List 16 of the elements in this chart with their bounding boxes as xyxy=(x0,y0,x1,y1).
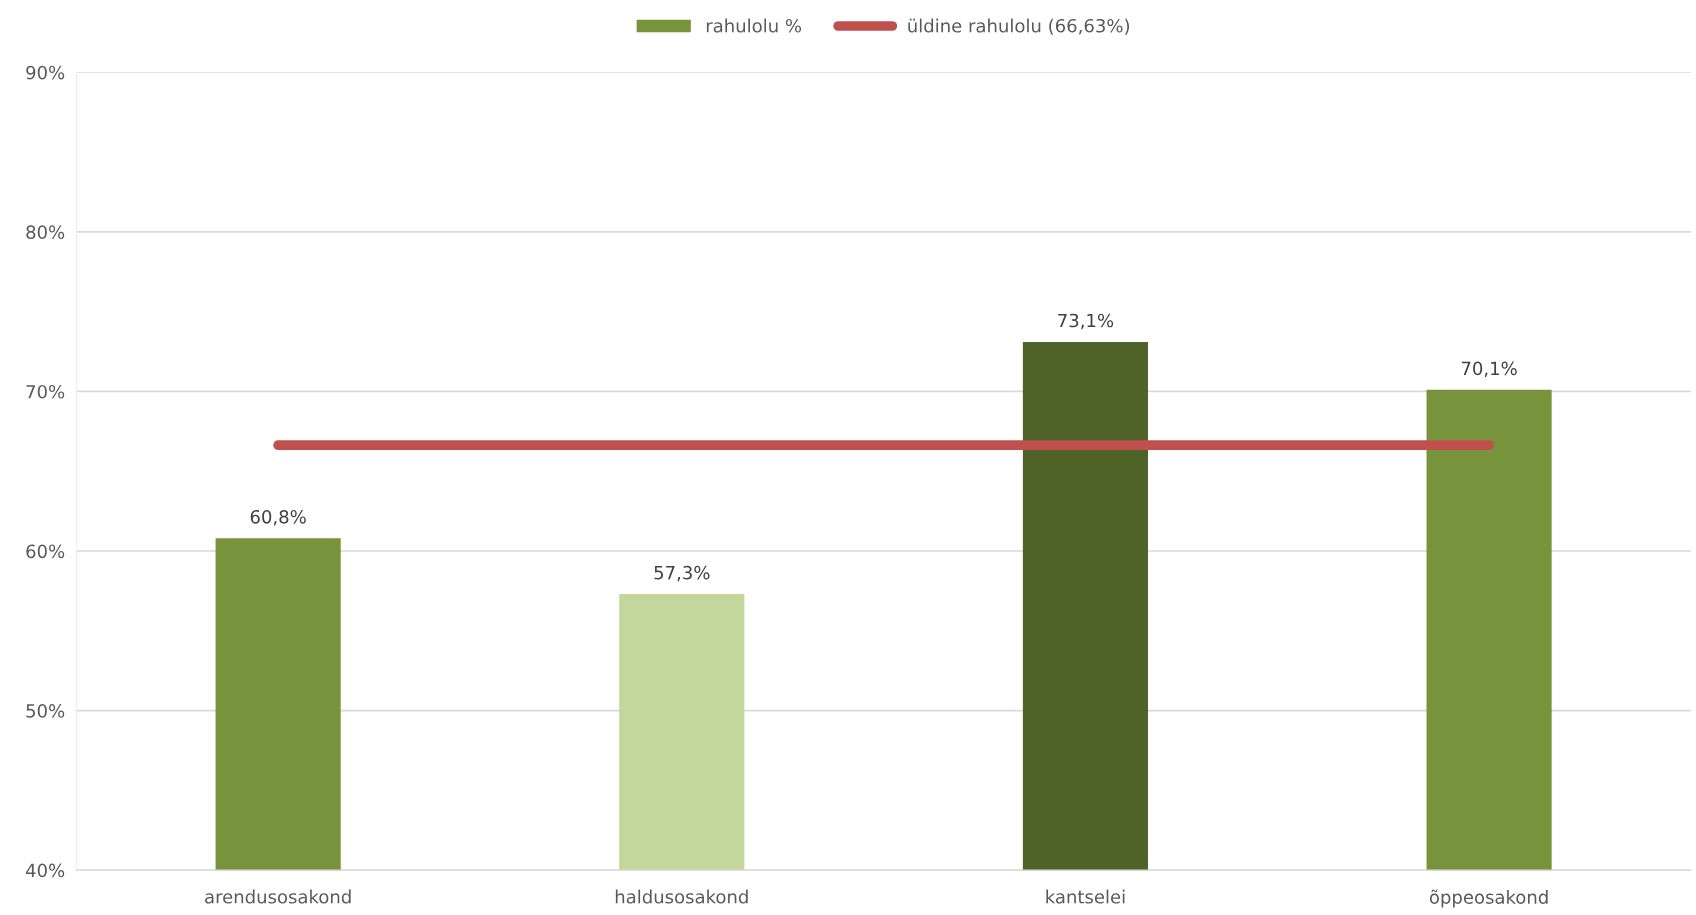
data-label: 73,1% xyxy=(1058,313,1114,330)
y-tick-label: 70% xyxy=(26,384,65,399)
y-tick-label: 80% xyxy=(26,225,65,239)
y-tick-label: 40% xyxy=(25,863,65,878)
x-tick-label: haldusosakond xyxy=(615,889,748,904)
x-tick-label: kantselei xyxy=(1046,889,1125,904)
y-tick-label: 60% xyxy=(26,544,65,559)
legend-label: üldine rahulolu (66,63%) xyxy=(908,18,1130,35)
legend-label: rahulolu % xyxy=(706,18,802,33)
y-tick-label: 90% xyxy=(26,65,65,80)
data-label: 60,8% xyxy=(250,509,306,526)
data-label: 57,3% xyxy=(654,565,710,582)
y-tick-label: 50% xyxy=(26,704,65,718)
data-label: 70,1% xyxy=(1461,361,1517,378)
x-tick-label: arendusosakond xyxy=(205,889,351,904)
x-tick-label: õppeosakond xyxy=(1429,889,1548,908)
